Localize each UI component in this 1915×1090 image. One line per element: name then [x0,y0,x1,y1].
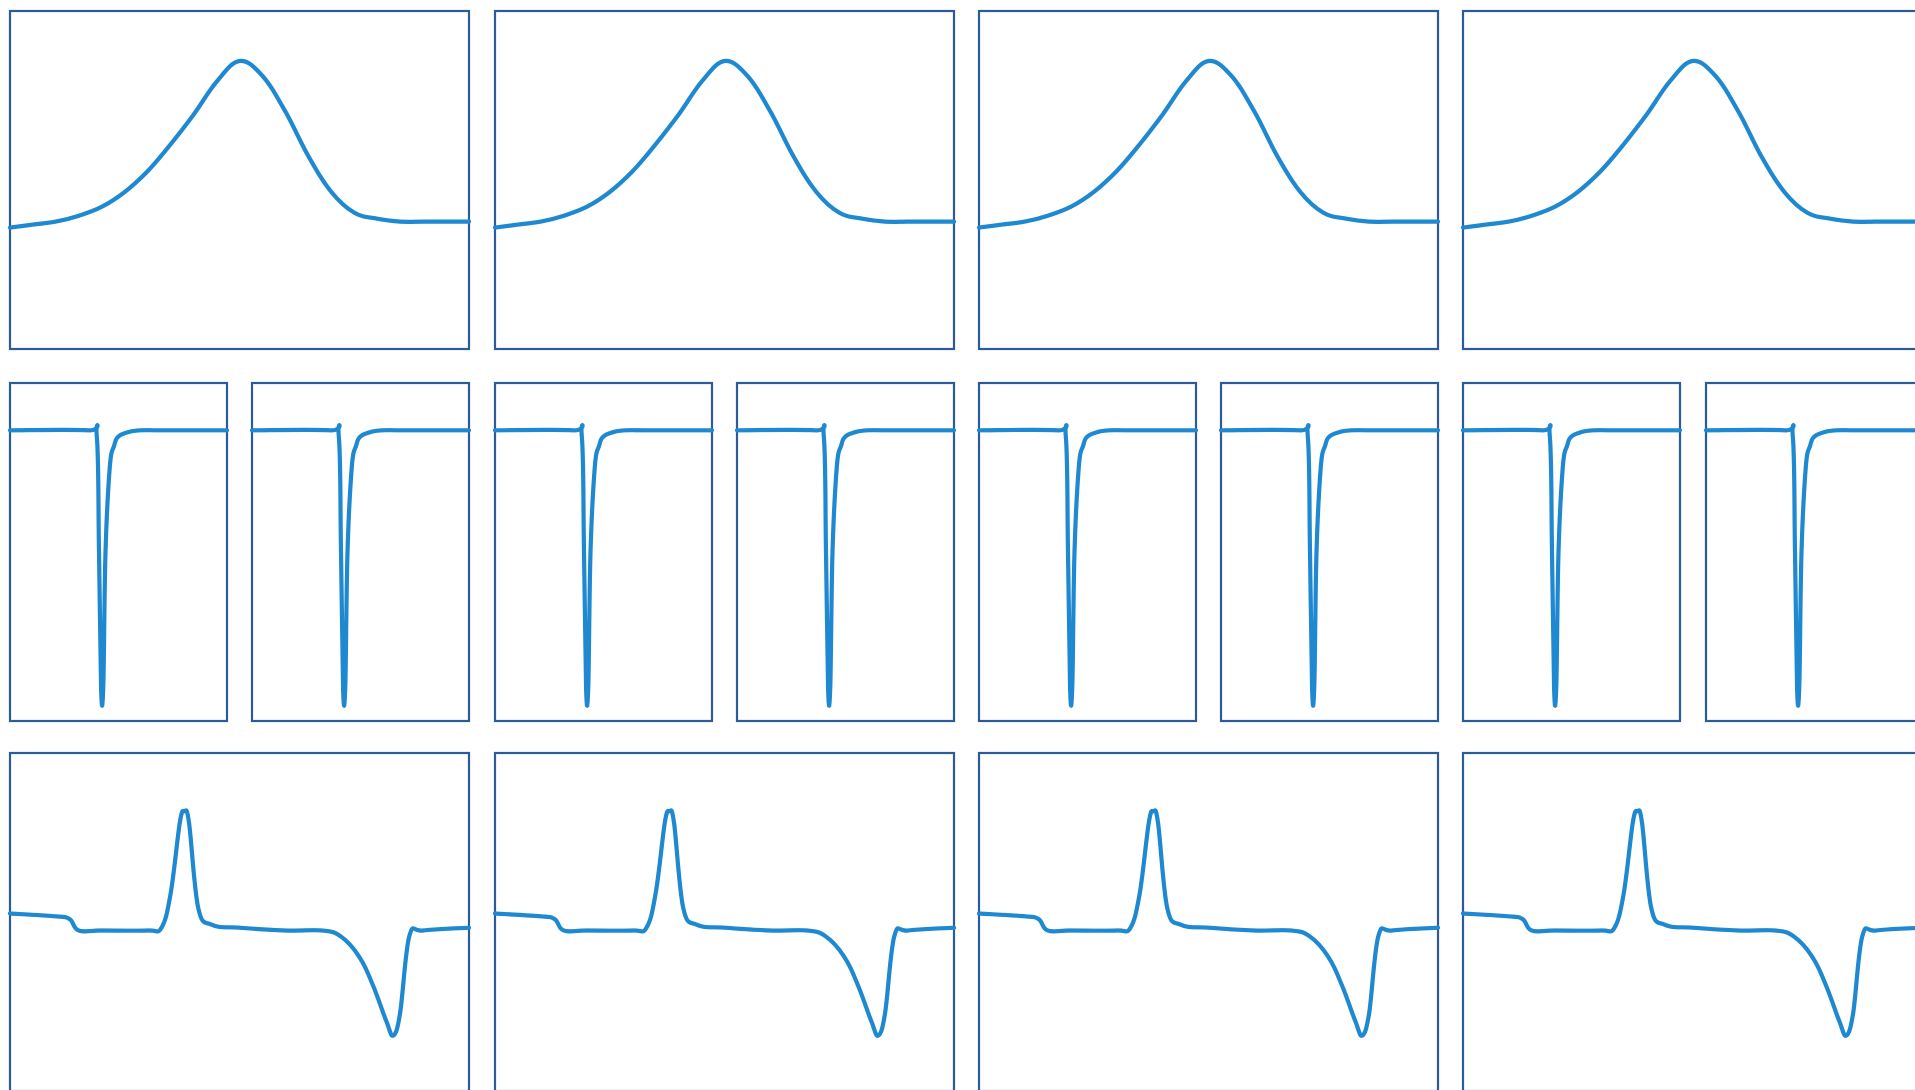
panel-frame-row2-8 [1704,381,1915,723]
series-line-row3-panel4 [1460,808,1915,1038]
series-line-row3-panel1 [7,808,472,1038]
panel-frame-row2-3 [493,381,714,723]
series-line-row1-panel2 [492,58,957,230]
series-lines [7,58,1915,1038]
series-line-row3-panel3 [976,808,1441,1038]
series-line-row2-panel2 [249,423,472,708]
panel-frame-row2-6 [1219,381,1440,723]
series-line-row3-panel2 [492,808,957,1038]
panel-frame-row3-1 [8,751,471,1090]
panel-frame-row3-3 [977,751,1440,1090]
series-line-row2-panel3 [492,423,715,708]
panel-frame-row3-4 [1461,751,1915,1090]
series-line-row2-panel6 [1218,423,1441,708]
series-line-row1-panel1 [7,58,472,230]
panel-frame-row2-5 [977,381,1198,723]
series-line-row1-panel3 [976,58,1441,230]
panel-frame-row2-4 [735,381,956,723]
panel-frame-row1-3 [977,9,1440,351]
series-line-row2-panel7 [1460,423,1683,708]
series-line-row2-panel4 [734,423,957,708]
panel-frame-row3-2 [493,751,956,1090]
panel-frames [8,9,1915,1090]
panel-frame-row2-7 [1461,381,1682,723]
series-line-row2-panel1 [7,423,230,708]
panel-frame-row2-2 [250,381,471,723]
panel-frame-row1-4 [1461,9,1915,351]
panel-frame-row1-1 [8,9,471,351]
series-line-row1-panel4 [1460,58,1915,230]
panel-frame-row2-1 [8,381,229,723]
panel-frame-row1-2 [493,9,956,351]
series-line-row2-panel5 [976,423,1199,708]
series-line-row2-panel8 [1703,423,1915,708]
